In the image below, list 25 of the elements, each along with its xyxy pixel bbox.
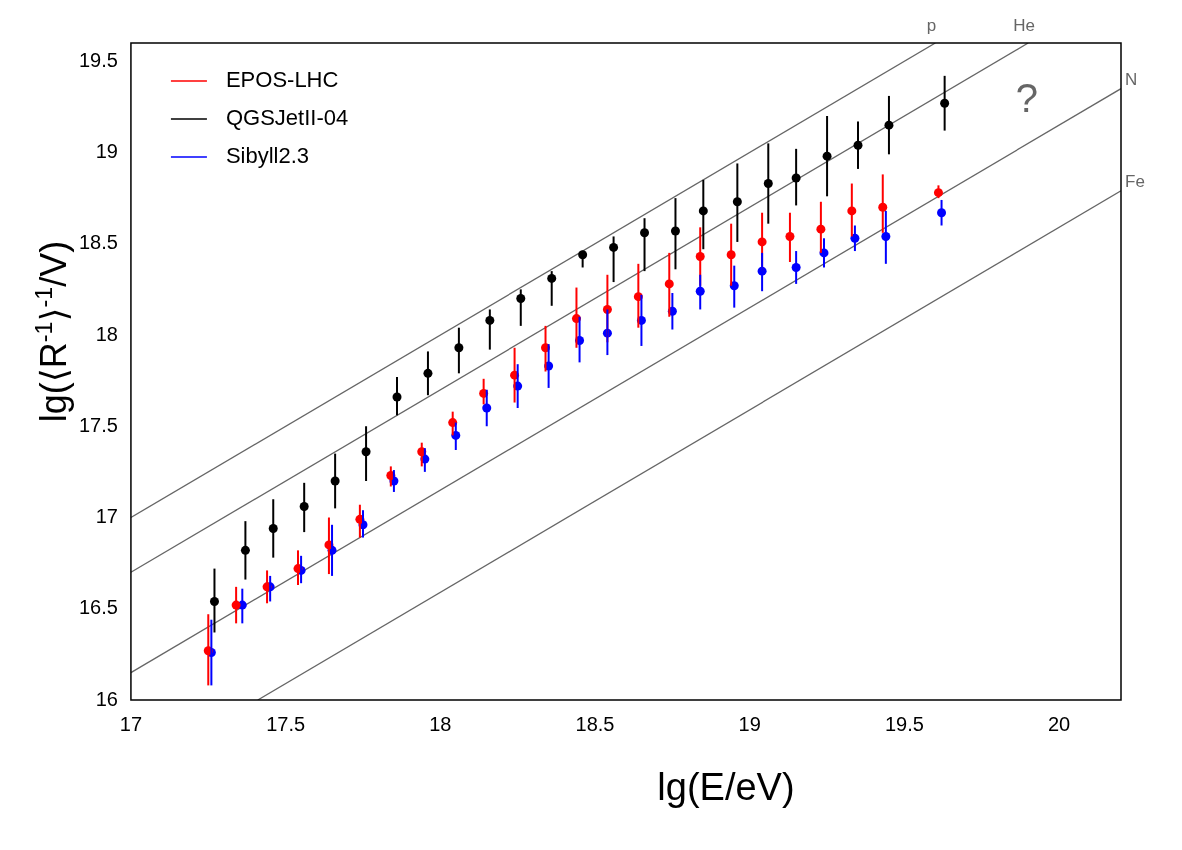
- y-tick-label: 16.5: [78, 596, 118, 619]
- annotation: ?: [1015, 76, 1039, 121]
- y-tick-label: 19.5: [78, 48, 118, 71]
- series-label: p: [926, 16, 937, 36]
- y-tick-label: 18: [95, 322, 118, 345]
- y-tick-label: 17.5: [78, 413, 118, 436]
- x-tick-label: 18: [429, 712, 452, 735]
- x-tick-label: 20: [1048, 712, 1071, 735]
- legend-label: QGSJetII-04: [225, 105, 349, 131]
- x-tick-label: 17.5: [266, 712, 306, 735]
- legend-label: EPOS-LHC: [225, 67, 339, 93]
- y-tick-label: 17: [95, 505, 118, 528]
- x-tick-label: 19.5: [884, 712, 924, 735]
- y-tick-label: 18.5: [78, 231, 118, 254]
- y-tick-label: 16: [95, 687, 118, 710]
- x-axis-title: lg(E/eV): [657, 766, 795, 808]
- y-tick-label: 19: [95, 140, 118, 163]
- series-label: Fe: [1125, 172, 1145, 192]
- x-tick-label: 19: [738, 712, 761, 735]
- x-tick-label: 17: [119, 712, 143, 735]
- x-tick-label: 18.5: [575, 712, 615, 735]
- series-label: N: [1125, 69, 1138, 89]
- series-label: He: [1013, 16, 1036, 36]
- legend-label: Sibyll2.3: [225, 143, 310, 169]
- y-axis-title: lg(⟨R-1⟩-1/V): [30, 240, 74, 423]
